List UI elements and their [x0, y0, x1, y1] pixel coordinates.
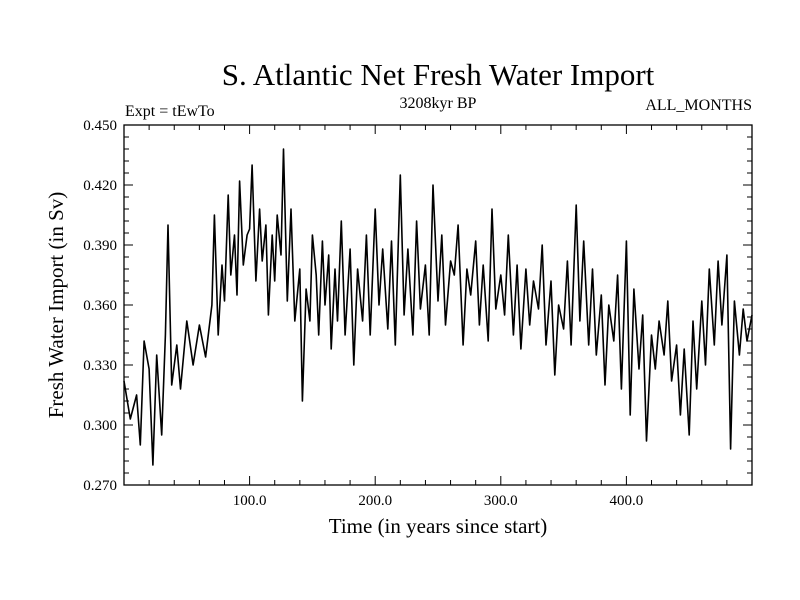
- y-tick-label: 0.300: [83, 418, 117, 434]
- series-line: [123, 148, 753, 466]
- y-tick-label: 0.450: [83, 118, 117, 134]
- plot-frame: [123, 124, 753, 486]
- x-axis-label: Time (in years since start): [329, 514, 548, 538]
- chart-title: S. Atlantic Net Fresh Water Import: [222, 57, 655, 92]
- months-label: ALL_MONTHS: [645, 97, 752, 114]
- x-tick-label: 400.0: [610, 493, 644, 509]
- x-tick-label: 200.0: [358, 493, 392, 509]
- x-tick-label: 300.0: [484, 493, 518, 509]
- y-tick-label: 0.330: [83, 358, 117, 374]
- data-series-group: [123, 148, 753, 466]
- y-tick-label: 0.360: [83, 298, 117, 314]
- y-tick-label: 0.420: [83, 178, 117, 194]
- x-tick-label: 100.0: [233, 493, 267, 509]
- experiment-label: Expt = tEwTo: [125, 103, 215, 120]
- y-axis-label: Fresh Water Import (in Sv): [44, 192, 68, 419]
- period-label: 3208kyr BP: [400, 95, 477, 112]
- axis-ticks: 100.0 200.0 300.0 400.0 0.270 0.300 0.330 0.360…: [83, 118, 752, 509]
- y-tick-label: 0.390: [83, 238, 117, 254]
- y-tick-label: 0.270: [83, 478, 117, 494]
